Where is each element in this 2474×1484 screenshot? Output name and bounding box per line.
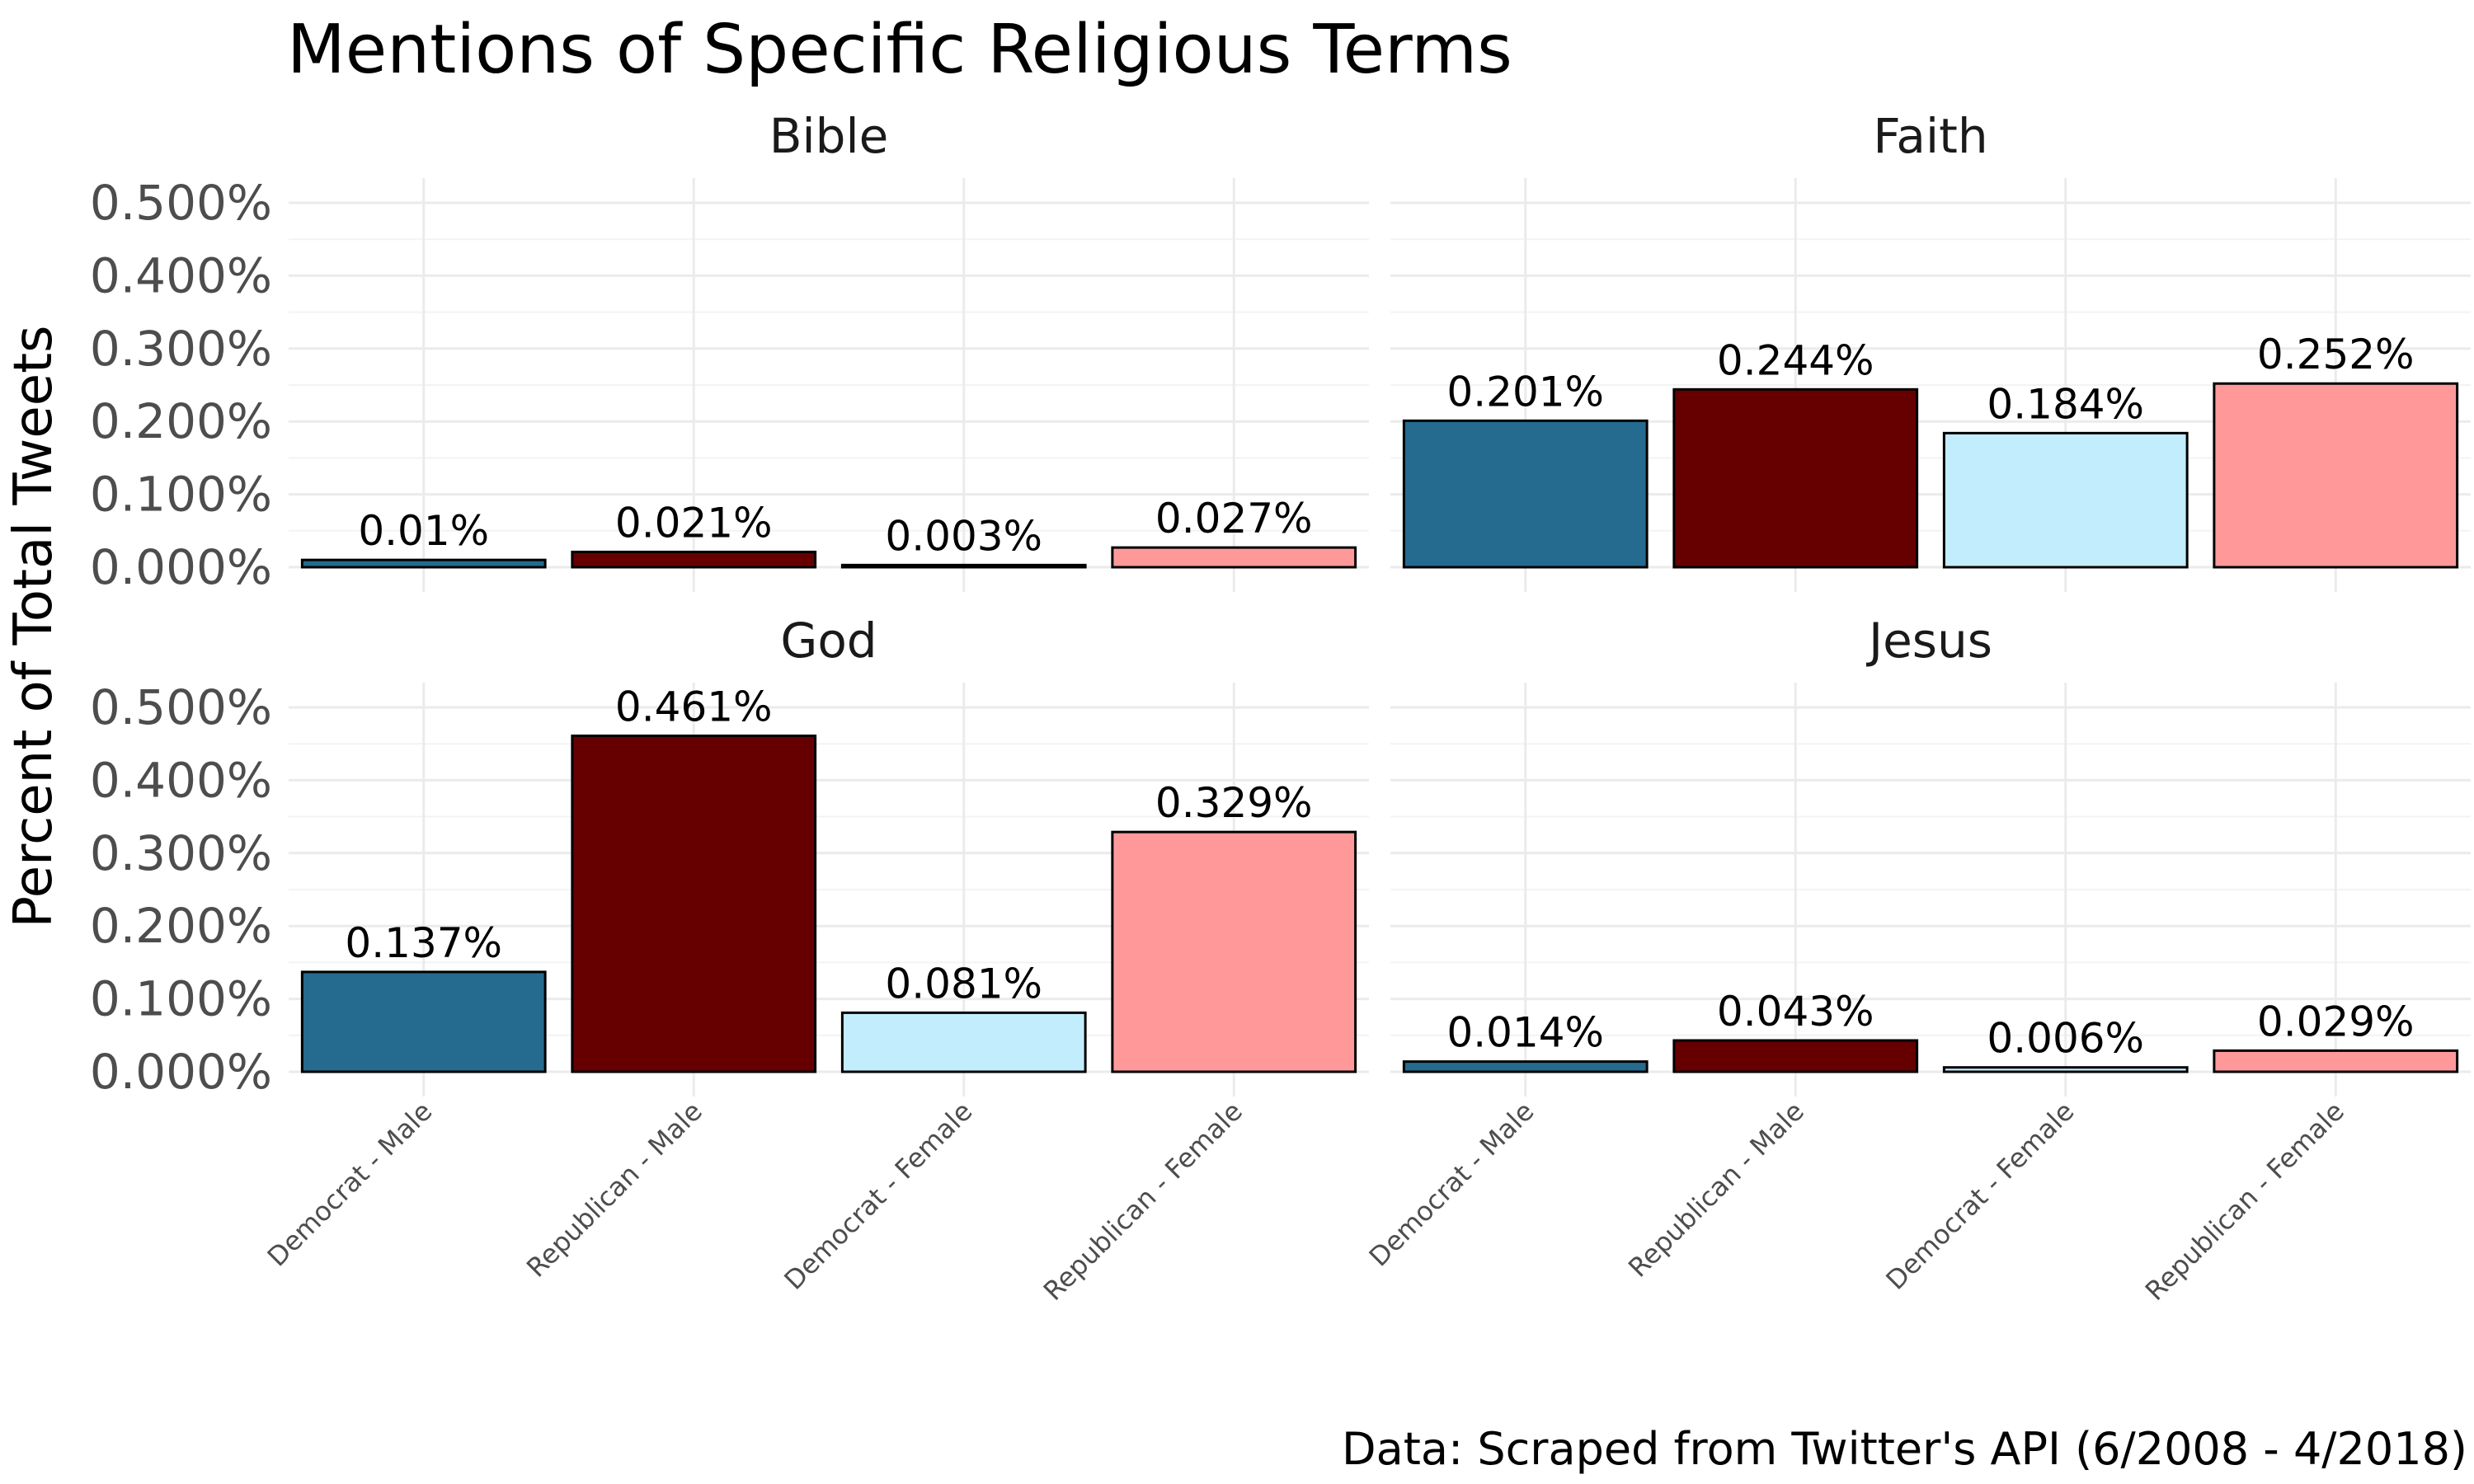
y-tick-label: 0.000% <box>90 539 272 595</box>
data-label: 0.461% <box>615 683 773 730</box>
y-tick-label: 0.200% <box>90 898 272 954</box>
bar-democrat-female <box>840 1011 1087 1073</box>
y-tick-label: 0.100% <box>90 467 272 523</box>
data-label: 0.252% <box>2257 331 2415 378</box>
data-label: 0.021% <box>615 499 773 547</box>
panel-jesus: Jesus 0.014% 0.043% 0.006% 0.029% Democrat - … <box>1363 613 2471 1307</box>
bar-republican-male <box>1672 387 1919 569</box>
y-tick-label: 0.400% <box>90 247 272 303</box>
data-label: 0.014% <box>1446 1009 1604 1057</box>
bar-republican-female <box>1111 830 1357 1073</box>
bar-republican-female <box>1111 546 1357 569</box>
data-label: 0.029% <box>2257 998 2415 1045</box>
bar-republican-male <box>571 550 817 569</box>
y-tick-label: 0.000% <box>90 1044 272 1100</box>
y-tick-label: 0.300% <box>90 321 272 377</box>
data-label: 0.081% <box>885 960 1042 1007</box>
x-tick-label: Democrat - Female <box>1879 1096 2080 1296</box>
bar-democrat-male <box>300 970 547 1073</box>
x-tick-label: Republican - Female <box>2139 1096 2350 1307</box>
panel-title: Faith <box>1873 108 1987 164</box>
y-tick-label: 0.400% <box>90 752 272 808</box>
data-label: 0.006% <box>1987 1015 2144 1063</box>
bar-democrat-female <box>1942 1066 2189 1073</box>
bar-democrat-male <box>300 558 547 569</box>
x-tick-label: Republican - Male <box>1622 1096 1810 1284</box>
bar-republican-female <box>2213 1049 2459 1073</box>
y-tick-label: 0.500% <box>90 175 272 231</box>
bar-democrat-male <box>1402 1060 1649 1073</box>
bar-democrat-female <box>1942 431 2189 569</box>
x-tick-label: Republican - Female <box>1037 1096 1249 1307</box>
y-tick-label: 0.100% <box>90 971 272 1027</box>
data-label: 0.201% <box>1446 368 1604 416</box>
data-label: 0.043% <box>1717 988 1874 1036</box>
data-label: 0.184% <box>1987 380 2144 428</box>
x-tick-label: Republican - Male <box>520 1096 708 1284</box>
data-label: 0.01% <box>358 507 489 555</box>
panel-title: God <box>780 613 877 669</box>
panel-faith: Faith 0.201% 0.244% 0.184% 0.252% <box>1390 108 2471 592</box>
x-tick-label: Democrat - Male <box>1363 1096 1540 1273</box>
y-tick-label: 0.500% <box>90 679 272 735</box>
panel-bible: 0.000% 0.100% 0.200% 0.300% 0.400% 0.500% Bibl… <box>90 108 1369 595</box>
data-label: 0.027% <box>1155 495 1313 542</box>
chart-title: Mentions of Specific Religious Terms <box>287 11 1512 89</box>
panel-title: Jesus <box>1866 613 1992 669</box>
bar-democrat-female <box>840 563 1087 569</box>
y-axis-label: Percent of Total Tweets <box>3 325 64 928</box>
data-label: 0.137% <box>345 919 502 967</box>
data-label: 0.003% <box>885 512 1042 560</box>
bar-republican-male <box>1672 1039 1919 1073</box>
x-tick-label: Democrat - Female <box>778 1096 978 1296</box>
panel-title: Bible <box>769 108 889 164</box>
data-label: 0.329% <box>1155 779 1313 827</box>
panel-god: 0.000%0.100%0.200%0.300%0.400%0.500%God0… <box>90 613 1369 1307</box>
y-tick-label: 0.200% <box>90 393 272 449</box>
bar-republican-male <box>571 734 817 1073</box>
x-tick-label: Democrat - Male <box>261 1096 439 1273</box>
y-tick-label: 0.300% <box>90 825 272 881</box>
bar-democrat-male <box>1402 419 1649 569</box>
bar-republican-female <box>2213 382 2459 569</box>
chart-caption: Data: Scraped from Twitter's API (6/2008… <box>1342 1423 2467 1475</box>
data-label: 0.244% <box>1717 336 1874 384</box>
